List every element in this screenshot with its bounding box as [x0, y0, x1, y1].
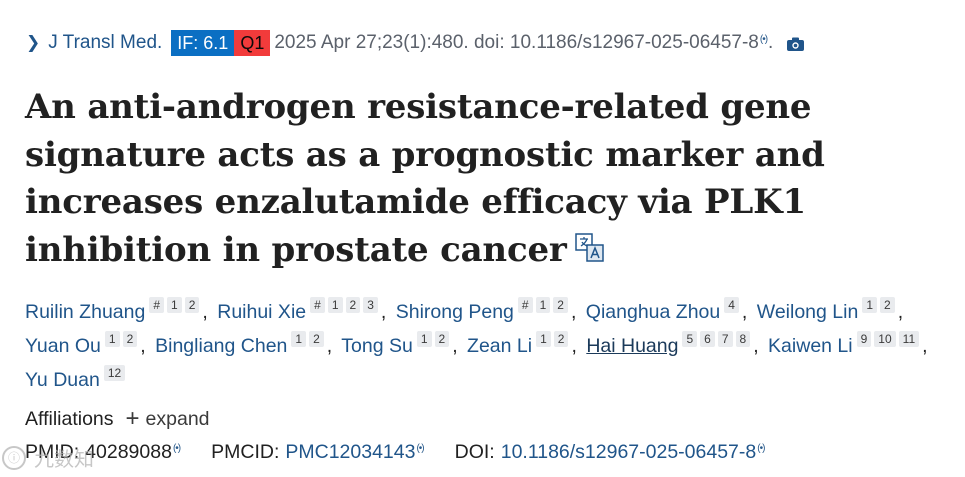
author-list: Ruilin Zhuang #1 2, Ruihui Xie #1 2 3, Shiron…	[25, 294, 955, 396]
doi-label: DOI:	[454, 441, 495, 463]
watermark-text: 九数知	[34, 449, 94, 471]
identifier-row: PMID: 40289088 (•) PMCID: PMC12034143 (•…	[25, 441, 765, 464]
affiliation-ref[interactable]: 1	[104, 331, 120, 347]
author-separator: ,	[202, 301, 208, 323]
affiliation-ref[interactable]: 2	[345, 297, 361, 313]
signal-icon[interactable]: (•)	[757, 443, 765, 454]
affiliation-refs: #1 2 3	[310, 294, 381, 314]
affiliation-ref[interactable]: 3	[363, 297, 378, 313]
author-separator: ,	[741, 301, 748, 323]
author-separator: ,	[922, 335, 928, 357]
author-link[interactable]: Yu Duan	[25, 369, 100, 391]
affiliation-refs: 4	[724, 294, 742, 314]
affiliations-expand-button[interactable]: expand	[145, 407, 210, 430]
plus-icon[interactable]: +	[125, 405, 140, 432]
affiliation-ref[interactable]: #	[310, 297, 325, 313]
translate-icon[interactable]	[574, 232, 605, 263]
affiliation-ref[interactable]: 1	[862, 297, 877, 313]
affiliation-ref[interactable]: 11	[898, 331, 920, 347]
affiliation-refs: 9 10 11	[856, 328, 923, 348]
chevron-right-icon[interactable]: ❯	[26, 33, 41, 52]
author-link[interactable]: Shirong Peng	[395, 301, 514, 323]
author-separator: ,	[897, 301, 904, 323]
article-title: An anti-androgen resistance-related gene…	[25, 84, 955, 274]
affiliation-ref[interactable]: 8	[735, 331, 751, 347]
affiliation-ref[interactable]: 9	[856, 331, 872, 347]
journal-link[interactable]: J Transl Med.	[48, 32, 163, 53]
quartile-badge: Q1	[234, 30, 271, 56]
affiliation-ref[interactable]: 2	[553, 297, 568, 313]
affiliations-row: Affiliations + expand	[25, 407, 210, 431]
author-separator: ,	[753, 335, 759, 357]
affiliation-ref[interactable]: 6	[700, 331, 715, 347]
pmcid-link[interactable]: PMC12034143	[285, 441, 416, 463]
author-link[interactable]: Qianghua Zhou	[585, 301, 721, 323]
affiliation-ref[interactable]: 1	[327, 297, 343, 313]
author-link[interactable]: Hai Huang	[586, 335, 679, 357]
author-separator: ,	[326, 335, 333, 357]
doi-link[interactable]: 10.1186/s12967-025-06457-8	[500, 441, 757, 463]
article-title-text: An anti-androgen resistance-related gene…	[25, 87, 825, 270]
affiliation-ref[interactable]: 2	[122, 331, 138, 347]
impact-factor-badge: IF: 6.1	[171, 30, 235, 56]
affiliation-ref[interactable]: 2	[184, 297, 200, 313]
pmcid-label: PMCID:	[211, 441, 280, 463]
affiliation-ref[interactable]: 2	[309, 331, 324, 347]
pmid-label: PMID:	[25, 441, 80, 463]
author-link[interactable]: Ruihui Xie	[217, 301, 307, 323]
author-link[interactable]: Tong Su	[341, 335, 413, 357]
author-link[interactable]: Yuan Ou	[25, 335, 101, 357]
affiliation-ref[interactable]: #	[517, 297, 533, 313]
pmid-value: 40289088	[85, 441, 172, 463]
affiliation-ref[interactable]: 2	[880, 297, 895, 313]
signal-icon[interactable]: (•)	[416, 443, 424, 454]
affiliation-ref[interactable]: 1	[416, 331, 432, 347]
affiliation-ref[interactable]: 7	[717, 331, 733, 347]
author-separator: ,	[452, 335, 458, 357]
affiliation-ref[interactable]: 1	[167, 297, 182, 313]
author-separator: ,	[571, 335, 577, 357]
affiliation-ref[interactable]: 2	[553, 331, 569, 347]
author-separator: ,	[570, 301, 577, 323]
affiliation-refs: #1 2	[517, 294, 571, 314]
affiliation-ref[interactable]: 1	[535, 297, 551, 313]
citation-line: ❯ J Transl Med. IF: 6.1 Q1 2025 Apr 27;2…	[26, 30, 805, 56]
author-link[interactable]: Zean Li	[467, 335, 533, 357]
affiliation-ref[interactable]: 5	[682, 331, 698, 347]
affiliation-ref[interactable]: 10	[874, 331, 896, 347]
signal-icon[interactable]: (•)	[759, 33, 768, 45]
affiliation-ref[interactable]: 12	[103, 365, 126, 381]
affiliation-ref[interactable]: 2	[434, 331, 450, 347]
signal-icon[interactable]: (•)	[172, 443, 181, 454]
affiliation-ref[interactable]: 4	[724, 297, 739, 313]
citation-details: 2025 Apr 27;23(1):480. doi: 10.1186/s129…	[274, 32, 759, 53]
author-link[interactable]: Bingliang Chen	[155, 335, 288, 357]
author-link[interactable]: Weilong Lin	[756, 301, 859, 323]
affiliation-ref[interactable]: 1	[536, 331, 551, 347]
citation-end-punct: .	[768, 32, 774, 53]
affiliation-refs: 12	[103, 362, 128, 382]
affiliation-ref[interactable]: #	[149, 297, 165, 313]
affiliation-ref[interactable]: 1	[291, 331, 307, 347]
author-separator: ,	[380, 301, 387, 323]
author-link[interactable]: Ruilin Zhuang	[25, 301, 146, 323]
affiliations-label: Affiliations	[25, 407, 114, 430]
watermark-icon: ⓘ	[2, 445, 26, 470]
author-link[interactable]: Kaiwen Li	[768, 335, 853, 357]
watermark: ⓘ 九数知	[2, 443, 94, 472]
author-separator: ,	[140, 335, 146, 357]
affiliation-refs: #1 2	[149, 294, 202, 314]
camera-icon[interactable]	[787, 37, 805, 51]
